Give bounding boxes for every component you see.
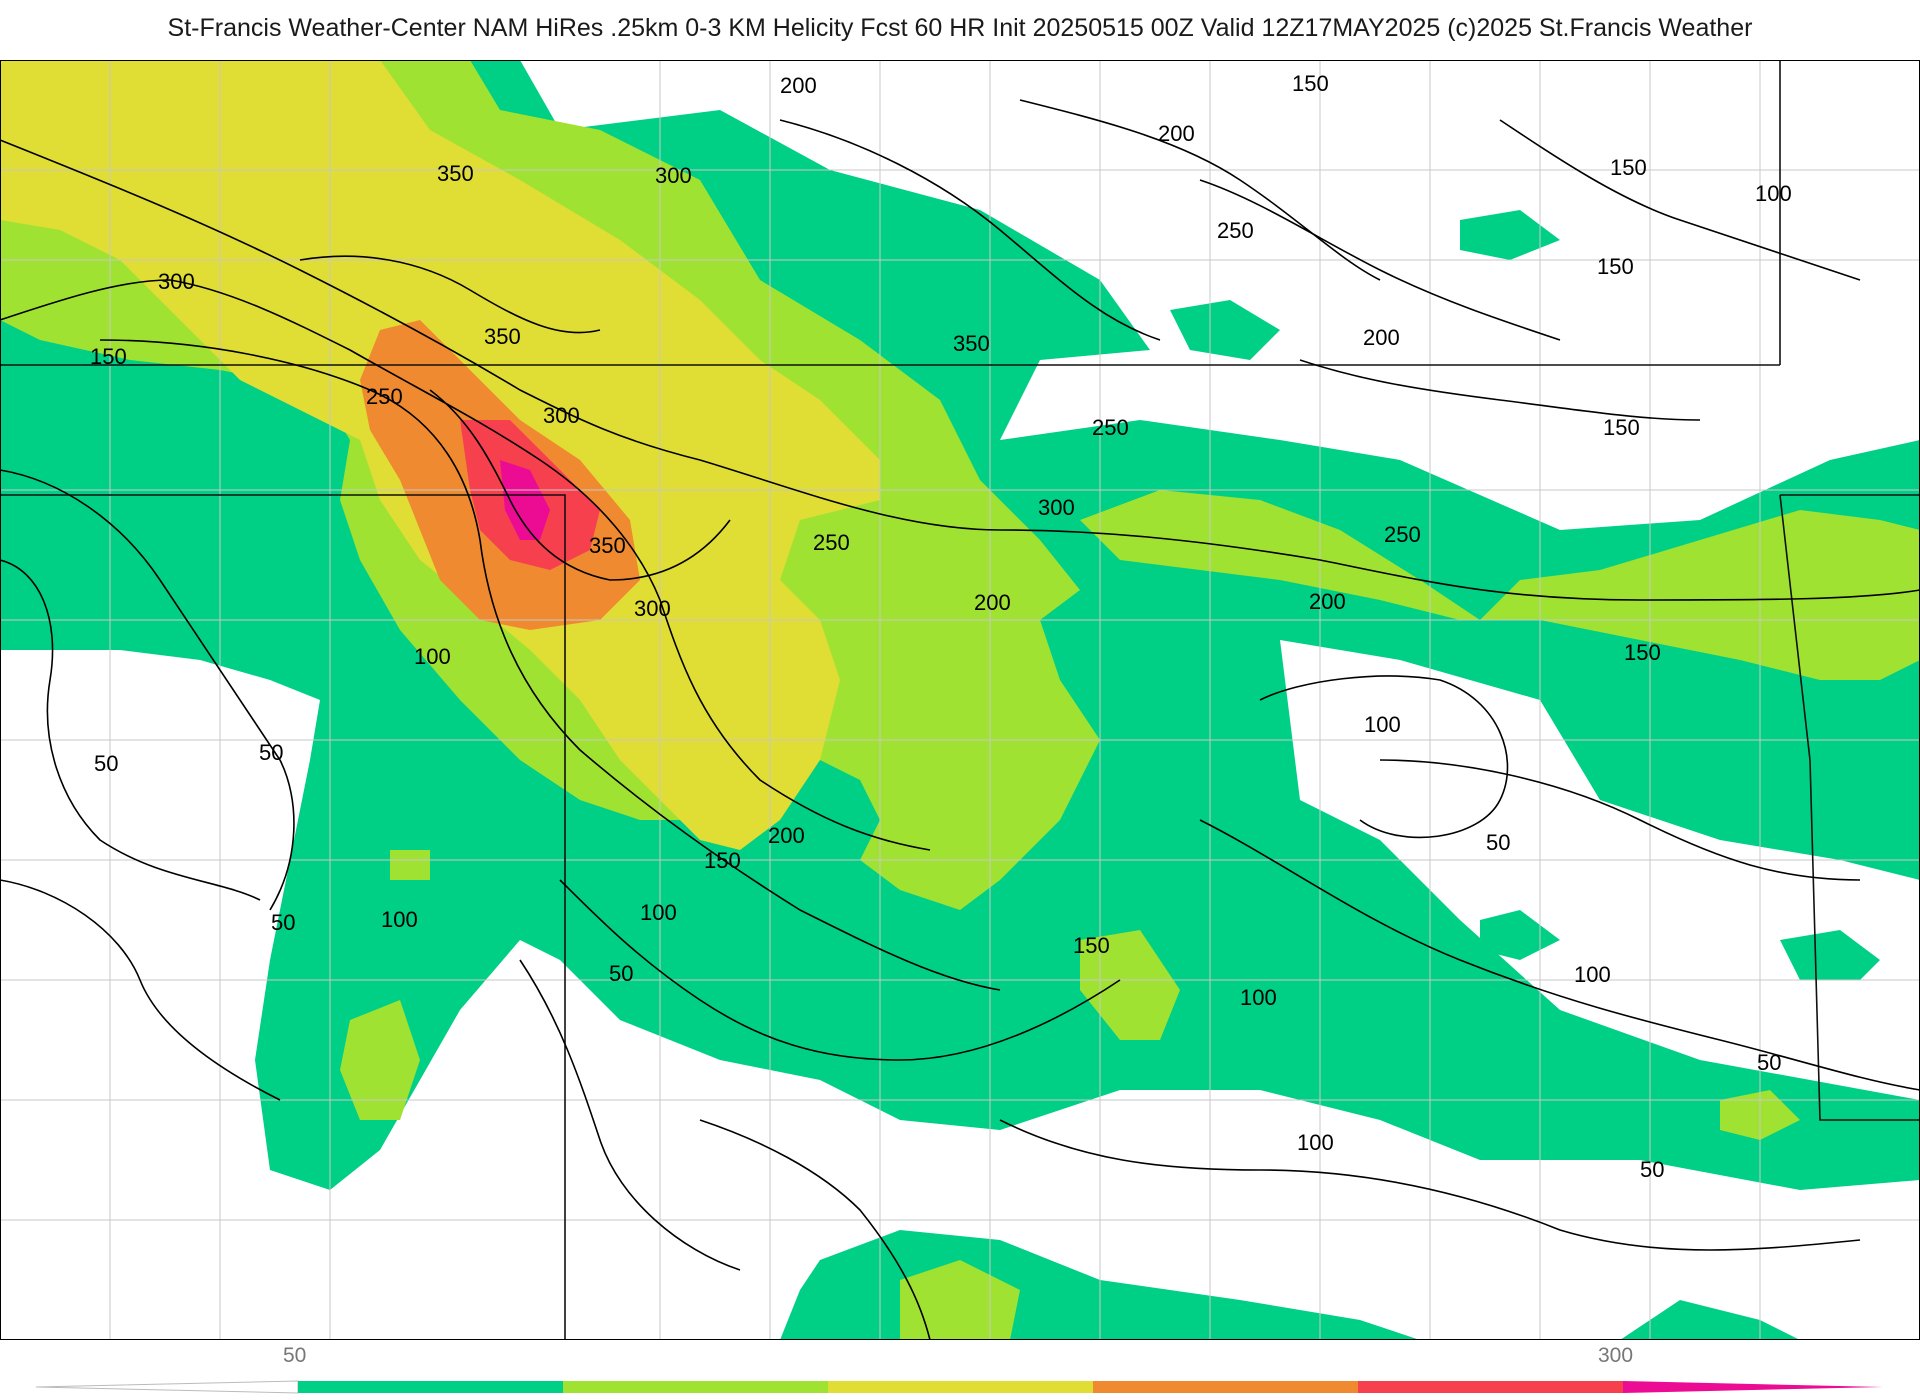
- band-300-plus: [500, 460, 550, 540]
- contour-label: 150: [704, 848, 741, 873]
- contour-label: 350: [437, 161, 474, 186]
- contour-label: 100: [1240, 985, 1277, 1010]
- contour-label: 100: [414, 644, 451, 669]
- contour-label: 100: [1297, 1130, 1334, 1155]
- contour-label: 50: [94, 751, 118, 776]
- contour-label: 150: [1073, 933, 1110, 958]
- contour-label: 250: [1217, 218, 1254, 243]
- colorbar-tick-label: 300: [1598, 1344, 1634, 1367]
- contour-label: 300: [634, 596, 671, 621]
- colorbar-ramp: [35, 1380, 1883, 1394]
- contour-label: 50: [271, 910, 295, 935]
- contour-label: 350: [589, 533, 626, 558]
- contour-label: 250: [1092, 415, 1129, 440]
- contour-label: 50: [1486, 830, 1510, 855]
- contour-label: 300: [543, 403, 580, 428]
- contour-label: 150: [1597, 254, 1634, 279]
- contour-label: 50: [259, 740, 283, 765]
- contour-label: 100: [1574, 962, 1611, 987]
- contour-label: 150: [1610, 155, 1647, 180]
- contour-label: 250: [813, 530, 850, 555]
- contour-label: 100: [640, 900, 677, 925]
- page-title: St-Francis Weather-Center NAM HiRes .25k…: [167, 14, 1753, 42]
- colorbar-segment-150: [828, 1381, 1093, 1393]
- helicity-contours: [0, 99, 1920, 1340]
- contour-label: 350: [953, 331, 990, 356]
- contour-label: 150: [1292, 71, 1329, 96]
- colorbar-segment-300-plus: [1623, 1381, 1883, 1393]
- contour-label: 50: [1640, 1157, 1664, 1182]
- colorbar-segment-200: [1093, 1381, 1358, 1393]
- contour-label: 300: [158, 269, 195, 294]
- contour-label: 150: [1603, 415, 1640, 440]
- contour-label: 200: [1158, 121, 1195, 146]
- contour-label: 250: [366, 384, 403, 409]
- contour-label: 100: [1364, 712, 1401, 737]
- contour-label: 150: [1624, 640, 1661, 665]
- contour-label: 50: [609, 961, 633, 986]
- contour-label: 50: [1757, 1050, 1781, 1075]
- contour-label: 300: [1038, 495, 1075, 520]
- colorbar: 50 300: [0, 1340, 1920, 1400]
- colorbar-segment-50: [298, 1381, 563, 1393]
- contour-label: 350: [484, 324, 521, 349]
- contour-label: 200: [768, 823, 805, 848]
- colorbar-segment-100: [563, 1381, 828, 1393]
- contour-labels: 200 150 200 150 100 350 300 250 150 300 …: [90, 71, 1792, 1182]
- helicity-map: 200 150 200 150 100 350 300 250 150 300 …: [0, 60, 1920, 1340]
- contour-label: 200: [1309, 589, 1346, 614]
- contour-label: 200: [780, 73, 817, 98]
- county-lines: [0, 60, 1920, 1340]
- map-frame: 200 150 200 150 100 350 300 250 150 300 …: [0, 60, 1920, 1340]
- contour-label: 100: [1755, 181, 1792, 206]
- contour-label: 300: [655, 163, 692, 188]
- colorbar-segment-250: [1358, 1381, 1623, 1393]
- colorbar-segment-below: [35, 1380, 299, 1394]
- contour-label: 200: [1363, 325, 1400, 350]
- contour-label: 100: [381, 907, 418, 932]
- colorbar-tick-label: 50: [283, 1344, 307, 1367]
- contour-label: 200: [974, 590, 1011, 615]
- contour-label: 250: [1384, 522, 1421, 547]
- contour-label: 150: [90, 344, 127, 369]
